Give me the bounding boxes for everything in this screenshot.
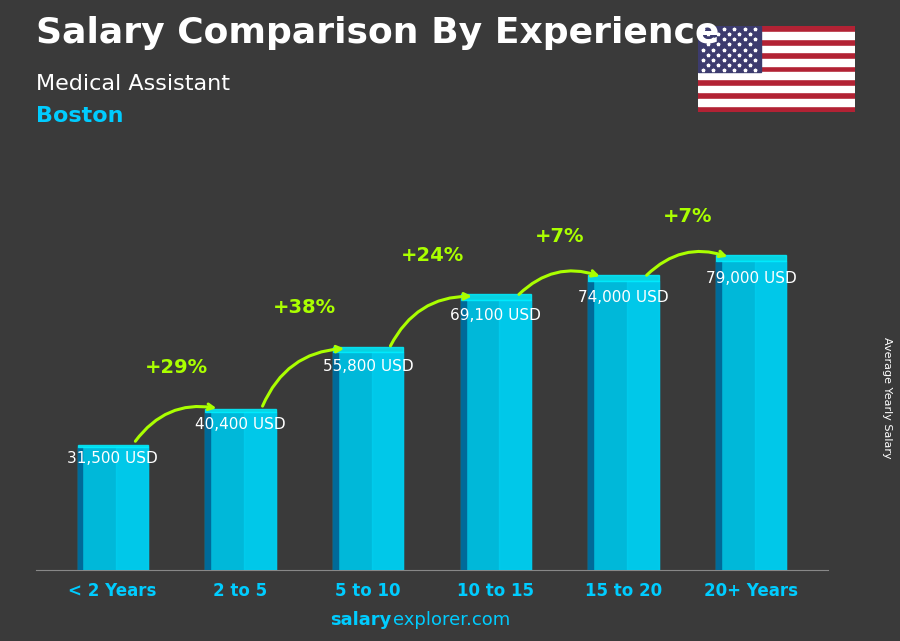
Text: Medical Assistant: Medical Assistant <box>36 74 230 94</box>
Bar <box>333 352 403 570</box>
Text: +7%: +7% <box>535 226 584 246</box>
Bar <box>698 85 855 92</box>
Text: +38%: +38% <box>273 298 336 317</box>
Bar <box>698 46 855 53</box>
Bar <box>333 347 403 352</box>
Bar <box>333 352 338 570</box>
Bar <box>755 262 787 570</box>
Bar <box>244 412 275 570</box>
Bar <box>205 412 211 570</box>
Bar <box>461 300 531 570</box>
Bar <box>698 32 855 39</box>
Bar <box>589 281 593 570</box>
Text: +7%: +7% <box>662 207 712 226</box>
Bar <box>716 254 787 262</box>
Text: 69,100 USD: 69,100 USD <box>450 308 541 323</box>
Text: 55,800 USD: 55,800 USD <box>323 359 413 374</box>
Bar <box>698 59 855 65</box>
Text: explorer.com: explorer.com <box>393 612 510 629</box>
Bar <box>77 447 83 570</box>
Text: Salary Comparison By Experience: Salary Comparison By Experience <box>36 16 719 50</box>
Text: +29%: +29% <box>145 358 208 377</box>
Bar <box>627 281 659 570</box>
Bar <box>716 262 721 570</box>
Text: Average Yearly Salary: Average Yearly Salary <box>881 337 892 458</box>
Bar <box>589 274 659 281</box>
Bar <box>205 409 275 412</box>
Text: salary: salary <box>330 612 392 629</box>
Bar <box>589 281 659 570</box>
Bar <box>205 412 275 570</box>
Bar <box>77 447 148 570</box>
Text: 31,500 USD: 31,500 USD <box>68 451 158 466</box>
Text: +24%: +24% <box>400 246 464 265</box>
Bar <box>372 352 403 570</box>
Bar <box>116 447 148 570</box>
Text: 74,000 USD: 74,000 USD <box>579 290 669 304</box>
Bar <box>716 262 787 570</box>
Bar <box>698 99 855 106</box>
Bar <box>77 444 148 447</box>
Text: 79,000 USD: 79,000 USD <box>706 271 796 286</box>
Bar <box>698 26 760 72</box>
Text: Boston: Boston <box>36 106 123 126</box>
Bar <box>461 300 465 570</box>
Bar <box>461 294 531 300</box>
Bar <box>500 300 531 570</box>
Bar <box>698 72 855 79</box>
Text: 40,400 USD: 40,400 USD <box>195 417 285 432</box>
